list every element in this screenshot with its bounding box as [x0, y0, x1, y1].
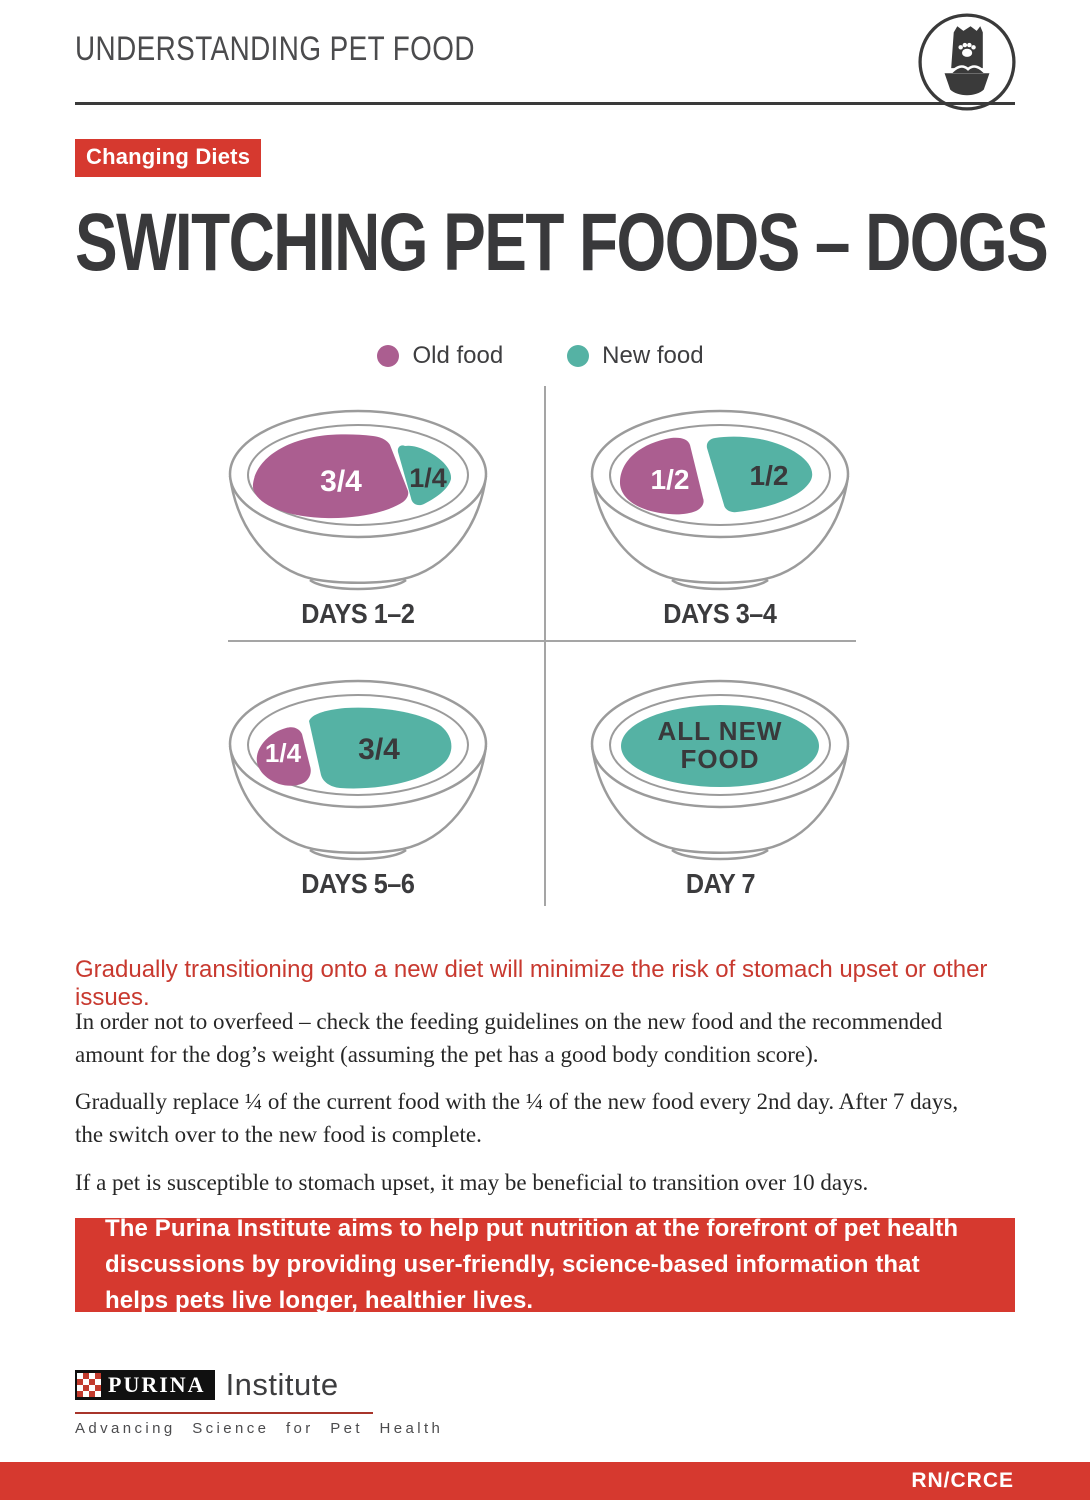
mission-banner: The Purina Institute aims to help put nu… [75, 1215, 1015, 1314]
section-badge: Changing Diets [75, 139, 262, 177]
purina-checkerboard-icon [77, 1373, 101, 1397]
new-food-portion [309, 707, 452, 789]
old-food-portion [619, 437, 704, 515]
new-fraction-label: 1/2 [750, 460, 789, 491]
paragraph-overfeed: In order not to overfeed – check the fee… [75, 1009, 943, 1067]
bowl-caption-day-7: DAY 7 [685, 868, 755, 899]
new-food-portion [397, 445, 452, 506]
old-fraction-label: 1/2 [651, 464, 690, 495]
bowl-days-1-2: 3/4 1/4 [228, 409, 488, 591]
paragraph-sensitive-pets: If a pet is susceptible to stomach upset… [75, 1169, 869, 1195]
logo-divider [75, 1412, 373, 1414]
old-fraction-label: 1/4 [265, 738, 302, 768]
all-new-food-line1: ALL NEW [658, 716, 783, 746]
new-food-portion [621, 705, 819, 787]
footer-bar: RN/CRCE [0, 1462, 1090, 1500]
institute-text: Institute [225, 1367, 339, 1402]
header-divider [75, 102, 1015, 105]
new-food-dot-icon [567, 345, 590, 367]
old-food-portion [252, 434, 409, 519]
body-text: In order not to overfeed – check the fee… [75, 1006, 980, 1214]
bowl-caption-days-1-2: DAYS 1–2 [301, 598, 415, 629]
legend-label-old: Old food [412, 342, 504, 369]
pet-food-bag-icon [918, 13, 1016, 111]
new-fraction-label: 3/4 [358, 733, 400, 766]
bowl-days-5-6: 1/4 3/4 [228, 679, 488, 861]
bowl-caption-days-5-6: DAYS 5–6 [301, 868, 415, 899]
purina-brand-text: PURINA [108, 1372, 206, 1397]
old-fraction-label: 3/4 [320, 465, 362, 498]
bowl-day-7: ALL NEW FOOD [590, 679, 850, 861]
old-food-dot-icon [377, 345, 400, 367]
quadrant-divider-horizontal [228, 640, 856, 642]
paragraph-replace-schedule: Gradually replace ¼ of the current food … [75, 1089, 959, 1147]
old-food-portion [256, 727, 311, 786]
quadrant-divider-vertical [544, 386, 546, 906]
logo-tagline: Advancing Science for Pet Health [75, 1420, 444, 1437]
legend-label-new: New food [602, 342, 704, 369]
purina-wordmark: PURINA [75, 1370, 215, 1400]
bowl-caption-days-3-4: DAYS 3–4 [663, 598, 777, 629]
footer-code: RN/CRCE [911, 1469, 1014, 1492]
paw-print-icon [958, 42, 976, 57]
purina-institute-logo: PURINA Institute Advancing Science for P… [75, 1367, 443, 1437]
page-title: SWITCHING PET FOODS – DOGS [75, 197, 1049, 288]
legend: Old food New food [213, 342, 868, 370]
legend-item-new-food: New food [567, 342, 704, 370]
key-statement: Gradually transitioning onto a new diet … [75, 956, 988, 1011]
new-fraction-label: 1/4 [409, 463, 447, 493]
mission-banner-text: The Purina Institute aims to help put nu… [105, 1215, 959, 1314]
all-new-food-line2: FOOD [680, 744, 759, 774]
new-food-portion [706, 436, 813, 513]
bowl-days-3-4: 1/2 1/2 [590, 409, 850, 591]
page-header-title: UNDERSTANDING PET FOOD [75, 30, 475, 68]
legend-item-old-food: Old food [377, 342, 503, 370]
